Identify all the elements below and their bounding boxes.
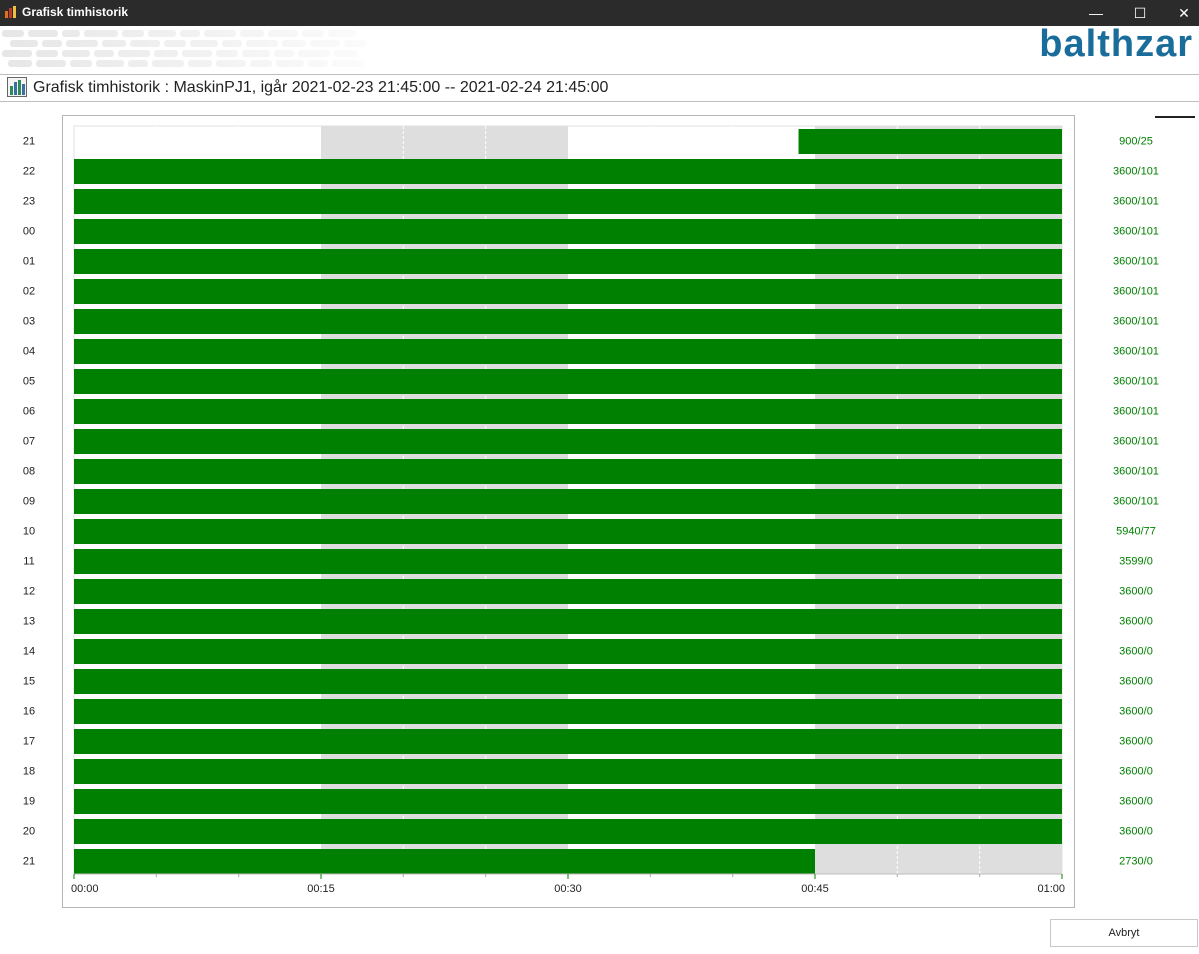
row-value-label: 3600/0 [1119,646,1153,658]
hour-label: 16 [23,706,35,718]
running-bar [798,129,1062,154]
page-header: Grafisk timhistorik : MaskinPJ1, igår 20… [0,75,1199,102]
running-bar [74,159,1062,184]
maximize-button[interactable]: ☐ [1133,5,1147,21]
hour-label: 07 [23,436,35,448]
hour-label: 14 [23,646,35,658]
hour-label: 20 [23,826,35,838]
row-value-label: 3600/101 [1113,196,1159,208]
hour-label: 12 [23,586,35,598]
hour-label: 17 [23,736,35,748]
minimize-button[interactable]: — [1089,5,1103,21]
bar-chart-icon [7,77,27,97]
brand-banner: balthzar [0,26,1199,75]
hour-label: 18 [23,766,35,778]
hour-label: 00 [23,226,35,238]
cancel-button[interactable]: Avbryt [1050,919,1198,947]
hour-label: 01 [23,256,35,268]
running-bar [74,369,1062,394]
hour-label: 03 [23,316,35,328]
page-title: Grafisk timhistorik : MaskinPJ1, igår 20… [33,79,609,96]
running-bar [74,729,1062,754]
row-value-label: 3600/101 [1113,436,1159,448]
window-titlebar: Grafisk timhistorik — ☐ ✕ [0,0,1199,26]
hour-label: 02 [23,286,35,298]
running-bar [74,609,1062,634]
close-button[interactable]: ✕ [1178,5,1190,21]
row-value-label: 5940/77 [1116,526,1156,538]
hour-label: 19 [23,796,35,808]
running-bar [74,339,1062,364]
running-bar [74,639,1062,664]
running-bar [74,699,1062,724]
x-tick-label: 01:00 [1037,883,1065,895]
hour-label: 13 [23,616,35,628]
running-bar [74,399,1062,424]
row-value-label: 900/25 [1119,136,1153,148]
row-value-label: 3600/101 [1113,286,1159,298]
banner-pattern [0,26,430,74]
hour-label: 23 [23,196,35,208]
hour-label: 21 [23,856,35,868]
running-bar [74,249,1062,274]
running-bar [74,759,1062,784]
running-bar [74,459,1062,484]
hour-label: 11 [23,556,34,568]
hour-label: 06 [23,406,35,418]
x-tick-label: 00:45 [801,883,829,895]
running-bar [74,849,815,874]
balthzar-logo: balthzar [1039,26,1193,65]
x-tick-label: 00:30 [554,883,582,895]
running-bar [74,309,1062,334]
hour-label: 15 [23,676,35,688]
hour-label: 09 [23,496,35,508]
running-bar [74,579,1062,604]
hour-label: 21 [23,136,35,148]
running-bar [74,189,1062,214]
row-value-label: 3600/0 [1119,676,1153,688]
row-value-label: 3600/101 [1113,496,1159,508]
row-value-label: 2730/0 [1119,856,1153,868]
row-value-label: 3600/101 [1113,376,1159,388]
row-value-label: 3600/0 [1119,736,1153,748]
running-bar [74,819,1062,844]
row-value-label: 3600/0 [1119,826,1153,838]
running-bar [74,219,1062,244]
row-value-label: 3600/101 [1113,346,1159,358]
app-icon [5,6,16,18]
hour-label: 05 [23,376,35,388]
row-value-label: 3600/101 [1113,316,1159,328]
row-value-label: 3600/0 [1119,766,1153,778]
running-bar [74,279,1062,304]
hour-label: 08 [23,466,35,478]
running-bar [74,549,1062,574]
running-bar [74,519,1062,544]
row-value-label: 3600/0 [1119,586,1153,598]
corner-mark [1155,116,1195,118]
x-tick-label: 00:15 [307,883,335,895]
running-bar [74,489,1062,514]
x-tick-label: 00:00 [71,883,99,895]
row-value-label: 3600/0 [1119,706,1153,718]
row-value-label: 3599/0 [1119,556,1153,568]
running-bar [74,669,1062,694]
row-value-label: 3600/0 [1119,616,1153,628]
hour-label: 22 [23,166,35,178]
row-value-label: 3600/101 [1113,466,1159,478]
hour-label: 10 [23,526,35,538]
row-value-label: 3600/101 [1113,166,1159,178]
hour-label: 04 [23,346,35,358]
row-value-label: 3600/101 [1113,226,1159,238]
running-bar [74,789,1062,814]
window-title: Grafisk timhistorik [22,5,129,19]
row-value-label: 3600/101 [1113,256,1159,268]
running-bar [74,429,1062,454]
row-value-label: 3600/101 [1113,406,1159,418]
row-value-label: 3600/0 [1119,796,1153,808]
